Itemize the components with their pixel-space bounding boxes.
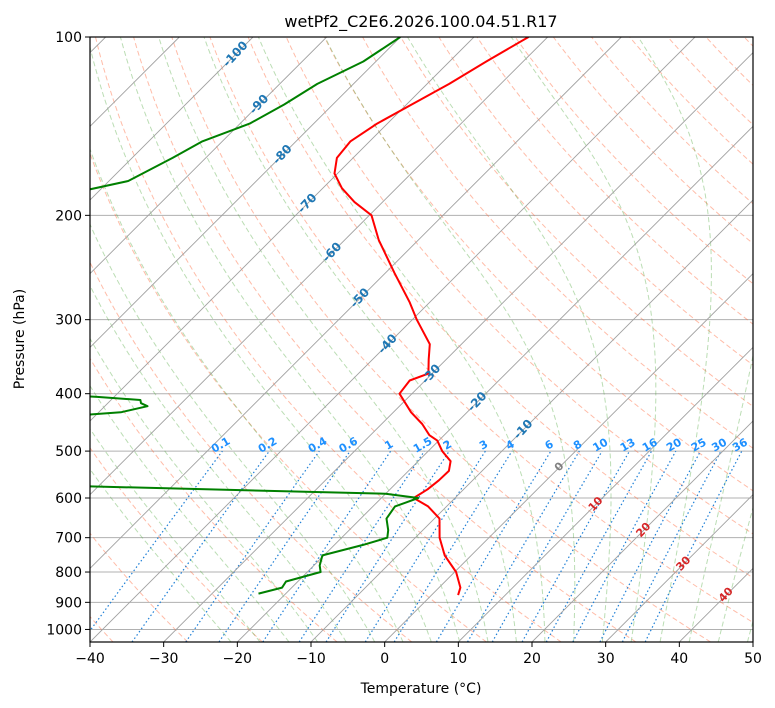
dry-adiabat	[90, 357, 338, 642]
sounding-series	[90, 37, 530, 596]
mixing-ratio-line	[185, 450, 320, 642]
moist-adiabat	[119, 37, 461, 642]
isotherm-line	[90, 37, 475, 422]
x-tick-label: 50	[744, 651, 762, 667]
mixing-ratio-line	[491, 450, 603, 642]
mixing-ratio-line	[572, 450, 677, 642]
dry-adiabat	[133, 37, 637, 642]
x-tick-label: 30	[597, 651, 615, 667]
mixing-ratio-line	[364, 450, 486, 642]
mixing-ratio-line	[435, 450, 552, 642]
isotherm-line	[90, 37, 622, 569]
moist-adiabat	[510, 37, 657, 642]
moist-adiabat	[90, 147, 404, 642]
dry-adiabat	[90, 532, 189, 642]
moist-adiabat	[158, 37, 489, 642]
moist-adiabat	[637, 37, 712, 642]
dry-adiabat	[323, 37, 753, 492]
dewpoint-profile	[90, 37, 420, 595]
isotherm-line	[237, 125, 753, 642]
isotherm-line	[90, 37, 327, 275]
moist-adiabat	[717, 505, 753, 642]
temperature-profile	[333, 37, 530, 596]
isotherm-line	[90, 37, 254, 201]
mixing-ratio-line	[131, 450, 270, 642]
mixing-ratio-line	[218, 450, 351, 642]
y-tick-label: 300	[55, 313, 82, 329]
x-tick-label: 0	[380, 651, 389, 667]
pressure-gridlines	[90, 37, 753, 630]
isotherm-line	[605, 494, 753, 642]
dry-adiabat	[591, 37, 753, 205]
plot-area: 0.1 0.2 0.4 0.6 1 1.5 2 3 4 6 8 10 13 16 20 25 30 36-100-…	[90, 37, 753, 642]
x-tick-label: 20	[523, 651, 541, 667]
x-tick-label: −20	[223, 651, 253, 667]
moist-adiabat	[90, 384, 290, 642]
isotherm-line	[90, 37, 401, 348]
mixing-ratio-line	[90, 450, 223, 632]
y-tick-label: 700	[55, 531, 82, 547]
dry-adiabat	[171, 37, 711, 642]
y-tick-label: 100	[55, 30, 82, 46]
dry-adiabat	[285, 37, 753, 535]
y-tick-label: 1000	[46, 622, 82, 638]
dry-adiabat	[476, 37, 753, 325]
moist-adiabat	[257, 37, 546, 642]
x-axis-ticks: −40 −30 −20 −10 0 10 20 30 40 50	[75, 642, 762, 667]
y-axis-ticks: 100 200 300 400 500 600 700 800 900 1000	[46, 30, 90, 638]
mixing-ratio-line	[466, 450, 580, 642]
dry-adiabat	[247, 37, 753, 579]
dry-adiabat	[209, 37, 753, 623]
dry-adiabat	[95, 37, 562, 642]
y-tick-label: 500	[55, 444, 82, 460]
moist-adiabat	[324, 37, 576, 642]
isotherm-line	[90, 37, 548, 496]
x-tick-label: 40	[670, 651, 688, 667]
moist-adiabat	[203, 37, 517, 642]
moist-adiabat	[407, 37, 612, 642]
mixing-ratio-lines	[90, 450, 743, 642]
dry-adiabat	[438, 37, 753, 366]
y-tick-label: 600	[55, 491, 82, 507]
x-tick-label: −10	[296, 651, 326, 667]
moist-adiabat	[90, 44, 432, 642]
chart-title: wetPf2_C2E6.2026.100.04.51.R17	[284, 12, 557, 32]
x-axis-label: Temperature (°C)	[360, 681, 482, 697]
moist-adiabat	[90, 222, 376, 642]
mixing-ratio-line	[393, 450, 513, 642]
y-tick-label: 800	[55, 565, 82, 581]
dry-adiabat	[400, 37, 753, 408]
moist-adiabat	[90, 337, 319, 642]
moist-adiabat	[688, 353, 753, 642]
dry-adiabat	[90, 152, 487, 642]
isotherm-line	[90, 37, 696, 642]
isotherm-line	[531, 420, 753, 642]
isotherm-line	[310, 199, 753, 642]
y-tick-label: 900	[55, 595, 82, 611]
skewed-isotherms	[90, 37, 753, 642]
isotherm-line	[384, 273, 753, 642]
plot-frame	[89, 36, 754, 643]
x-tick-label: −30	[149, 651, 179, 667]
isotherm-line	[163, 52, 753, 642]
mixing-ratio-line	[325, 450, 450, 642]
x-tick-label: −40	[75, 651, 105, 667]
y-tick-label: 200	[55, 208, 82, 224]
isotherm-line	[458, 346, 753, 642]
mixing-ratio-line	[521, 450, 631, 642]
y-tick-label: 400	[55, 387, 82, 403]
moist-adiabat	[90, 284, 347, 642]
y-axis-label: Pressure (hPa)	[12, 289, 28, 389]
x-tick-label: 10	[449, 651, 467, 667]
dry-adiabat	[90, 261, 413, 642]
